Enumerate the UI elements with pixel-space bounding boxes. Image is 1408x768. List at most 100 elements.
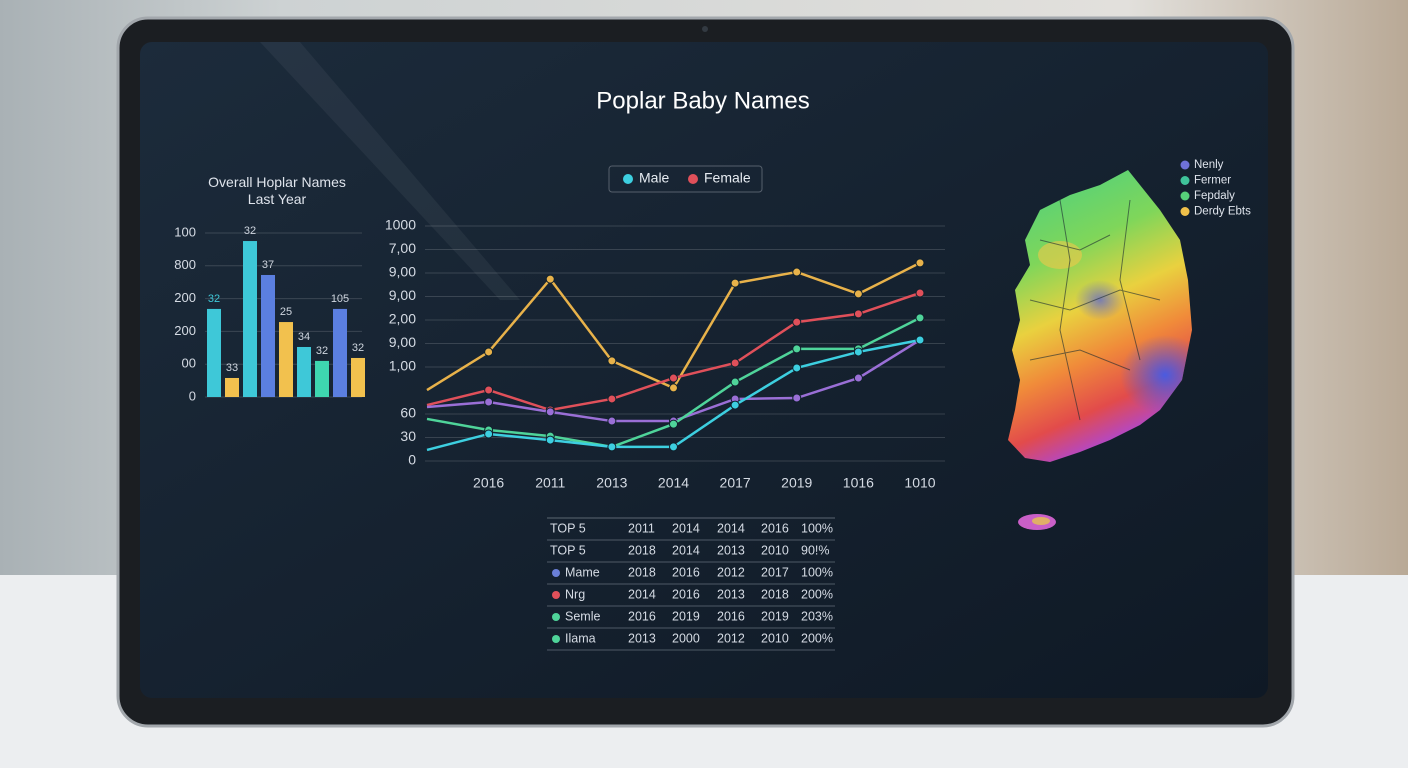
y-tick-label: 100 [174, 224, 196, 239]
y-tick-label: 200 [174, 290, 196, 305]
legend-box [608, 165, 763, 193]
map-borders [1029, 199, 1161, 421]
y-tick-label: 9,00 [389, 334, 416, 350]
bar-label: 25 [280, 306, 292, 318]
point [484, 347, 494, 357]
x-tick-label: 2013 [596, 475, 627, 491]
table-cell: 90!% [801, 543, 830, 557]
glare [260, 42, 520, 300]
table-cell: 2016 [717, 609, 745, 623]
row-dot [552, 569, 560, 577]
bar [225, 377, 239, 397]
table-cell: 2019 [672, 609, 700, 623]
table-cell: 2014 [672, 543, 700, 557]
point [669, 419, 678, 429]
bar [261, 274, 275, 397]
bar-label: 34 [298, 331, 310, 343]
point [853, 347, 863, 357]
x-tick-label: 2011 [535, 475, 565, 491]
table-cell: 2012 [717, 631, 745, 645]
point [484, 397, 494, 407]
point [853, 309, 863, 319]
map-island [1032, 517, 1050, 525]
point [545, 274, 555, 284]
table-cell: 2014 [628, 587, 656, 601]
x-tick-label: 2014 [658, 475, 689, 491]
map-legend-swatch [1180, 207, 1190, 216]
legend-label: Female [704, 170, 751, 186]
bar-label: 105 [331, 293, 349, 305]
point [792, 363, 802, 373]
bar [207, 308, 221, 397]
table-cell: TOP 5 [550, 543, 586, 557]
table-cell: Semle [565, 609, 600, 623]
bar-label: 33 [226, 362, 238, 374]
camera [702, 26, 708, 32]
map-legend-label: Nenly [1194, 159, 1224, 171]
point [792, 344, 802, 354]
map-legend-swatch [1180, 160, 1190, 170]
y-tick-label: 1,00 [389, 358, 416, 374]
point [669, 442, 678, 452]
point [915, 313, 925, 323]
point [545, 407, 555, 417]
table-cell: 2013 [717, 543, 745, 557]
bar-label: 32 [244, 225, 256, 237]
y-tick-label: 2,00 [389, 311, 416, 327]
dashboard-title: Poplar Baby Names [596, 87, 809, 114]
table-cell: 2019 [761, 609, 789, 623]
y-tick-label: 30 [400, 428, 416, 444]
row-dot [552, 613, 560, 621]
legend-swatch [623, 174, 633, 184]
y-tick-label: 200 [174, 323, 196, 338]
bar-chart-title: Overall Hoplar Names Last Year [208, 174, 346, 207]
table-cell: 2010 [761, 543, 789, 557]
table-cell: Ilama [565, 631, 596, 645]
table-cell: 200% [801, 631, 833, 645]
legend-label: Male [639, 170, 670, 186]
y-tick-label: 9,00 [389, 264, 416, 280]
bar [297, 346, 311, 397]
map-region [1075, 280, 1125, 320]
point [730, 377, 740, 387]
point [730, 358, 740, 368]
x-tick-label: 1010 [904, 475, 935, 491]
point [484, 385, 494, 395]
table-cell: 2014 [672, 521, 700, 535]
point [915, 335, 925, 345]
table-cell: 100% [801, 565, 833, 579]
bar-label: 32 [352, 342, 364, 354]
point [607, 394, 617, 404]
point [915, 258, 925, 268]
point [792, 393, 802, 403]
point [607, 416, 617, 426]
y-tick-label: 9,00 [389, 287, 416, 303]
bar [351, 357, 365, 397]
point [915, 288, 925, 298]
table-cell: 200% [801, 587, 833, 601]
point [730, 400, 740, 410]
map [1008, 170, 1192, 530]
x-tick-label: 1016 [843, 475, 874, 491]
legend-swatch [688, 174, 698, 184]
point [792, 267, 802, 277]
bar [279, 322, 293, 397]
bar [333, 308, 347, 397]
x-tick-label: 2017 [720, 475, 751, 491]
point [545, 435, 555, 445]
table-cell: 2018 [761, 587, 789, 601]
y-tick-label: 60 [400, 405, 416, 421]
y-tick-label: 0 [189, 388, 196, 403]
row-dot [552, 591, 560, 599]
point [792, 317, 802, 327]
table-cell: 2016 [628, 609, 656, 623]
table-cell: 2018 [628, 565, 656, 579]
table-cell: TOP 5 [550, 521, 586, 535]
table-cell: 2018 [628, 543, 656, 557]
bar-label: 37 [262, 259, 274, 271]
table-cell: 2013 [628, 631, 656, 645]
point [730, 278, 740, 288]
bar [315, 360, 329, 397]
bar-label: 32 [208, 293, 220, 305]
